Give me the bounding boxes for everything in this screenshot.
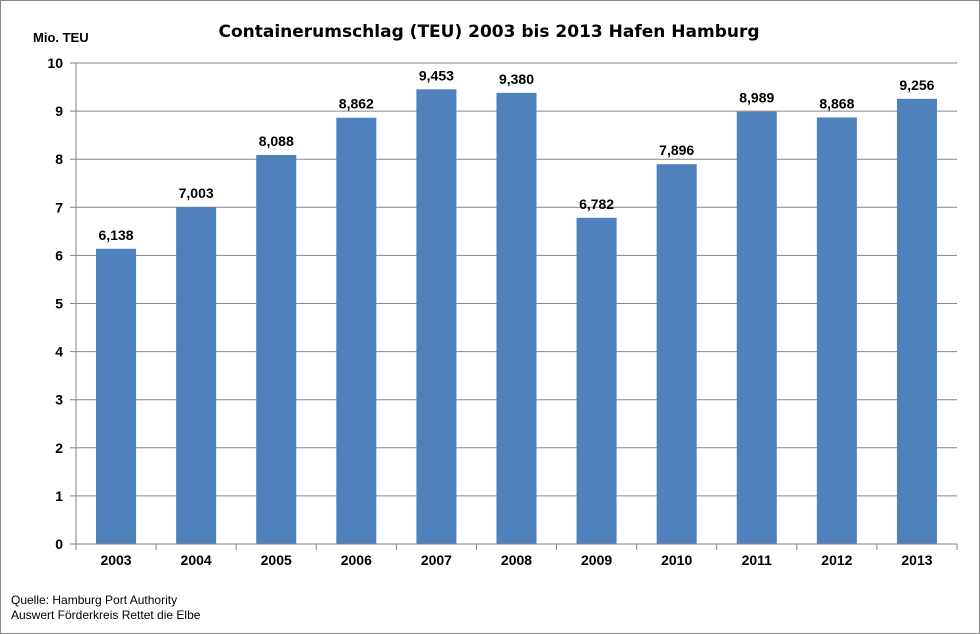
data-label: 6,138 — [99, 227, 134, 243]
source-line-1: Quelle: Hamburg Port Authority — [11, 593, 178, 607]
y-tick-label: 10 — [47, 55, 63, 71]
bar — [416, 89, 457, 544]
data-label: 6,782 — [579, 196, 614, 212]
bar — [816, 117, 857, 544]
x-tick-label: 2003 — [100, 552, 131, 568]
y-tick-label: 8 — [55, 151, 63, 167]
bar — [256, 154, 297, 544]
bar — [496, 92, 537, 545]
chart-title: Containerumschlag (TEU) 2003 bis 2013 Ha… — [218, 22, 759, 42]
x-tick-label: 2010 — [661, 552, 692, 568]
data-label: 8,868 — [819, 95, 854, 111]
bar — [336, 117, 377, 545]
x-tick-label: 2004 — [181, 552, 212, 568]
data-label: 9,453 — [419, 67, 454, 83]
bar — [896, 98, 937, 544]
y-tick-label: 2 — [55, 440, 63, 456]
x-tick-label: 2006 — [341, 552, 372, 568]
y-tick-label: 4 — [55, 344, 63, 360]
x-tick-label: 2013 — [901, 552, 932, 568]
data-label: 9,256 — [899, 77, 934, 93]
data-label: 8,862 — [339, 96, 374, 112]
x-tick-label: 2009 — [581, 552, 612, 568]
x-tick-label: 2007 — [421, 552, 452, 568]
bar — [576, 217, 617, 544]
y-tick-label: 6 — [55, 247, 63, 263]
y-tick-label: 5 — [55, 296, 63, 312]
y-tick-label: 0 — [55, 536, 63, 552]
y-tick-label: 9 — [55, 103, 63, 119]
source-note: Quelle: Hamburg Port Authority Auswert F… — [11, 593, 200, 623]
y-tick-label: 3 — [55, 392, 63, 408]
axes — [70, 62, 958, 550]
data-label: 7,896 — [659, 142, 694, 158]
labels: 0 1 2 3 4 5 6 7 8 9 10 6,138 2003 7,003 2004 8,088 2005 8… — [47, 55, 934, 568]
bars — [96, 89, 937, 545]
data-label: 8,989 — [739, 90, 774, 106]
bar — [96, 248, 137, 544]
bar — [176, 207, 217, 544]
y-tick-label: 7 — [55, 199, 63, 215]
x-tick-label: 2008 — [501, 552, 532, 568]
x-tick-label: 2012 — [821, 552, 852, 568]
x-tick-label: 2005 — [261, 552, 292, 568]
data-label: 8,088 — [259, 133, 294, 149]
y-tick-label: 1 — [55, 488, 63, 504]
bar — [736, 111, 777, 545]
y-axis-label: Mio. TEU — [33, 30, 89, 45]
x-tick-label: 2011 — [742, 552, 773, 568]
data-label: 7,003 — [179, 185, 214, 201]
bar — [656, 164, 697, 544]
source-line-2: Auswert Förderkreis Rettet die Elbe — [11, 608, 201, 622]
data-label: 9,380 — [499, 71, 534, 87]
